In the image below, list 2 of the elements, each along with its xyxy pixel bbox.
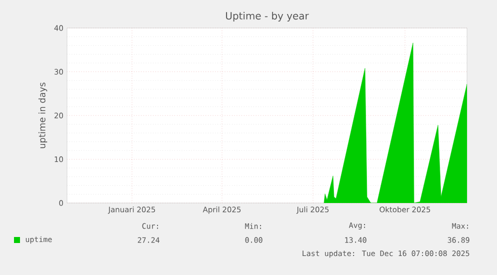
y-axis-title: uptime in days xyxy=(38,82,48,148)
chart-title: Uptime - by year xyxy=(226,12,309,22)
